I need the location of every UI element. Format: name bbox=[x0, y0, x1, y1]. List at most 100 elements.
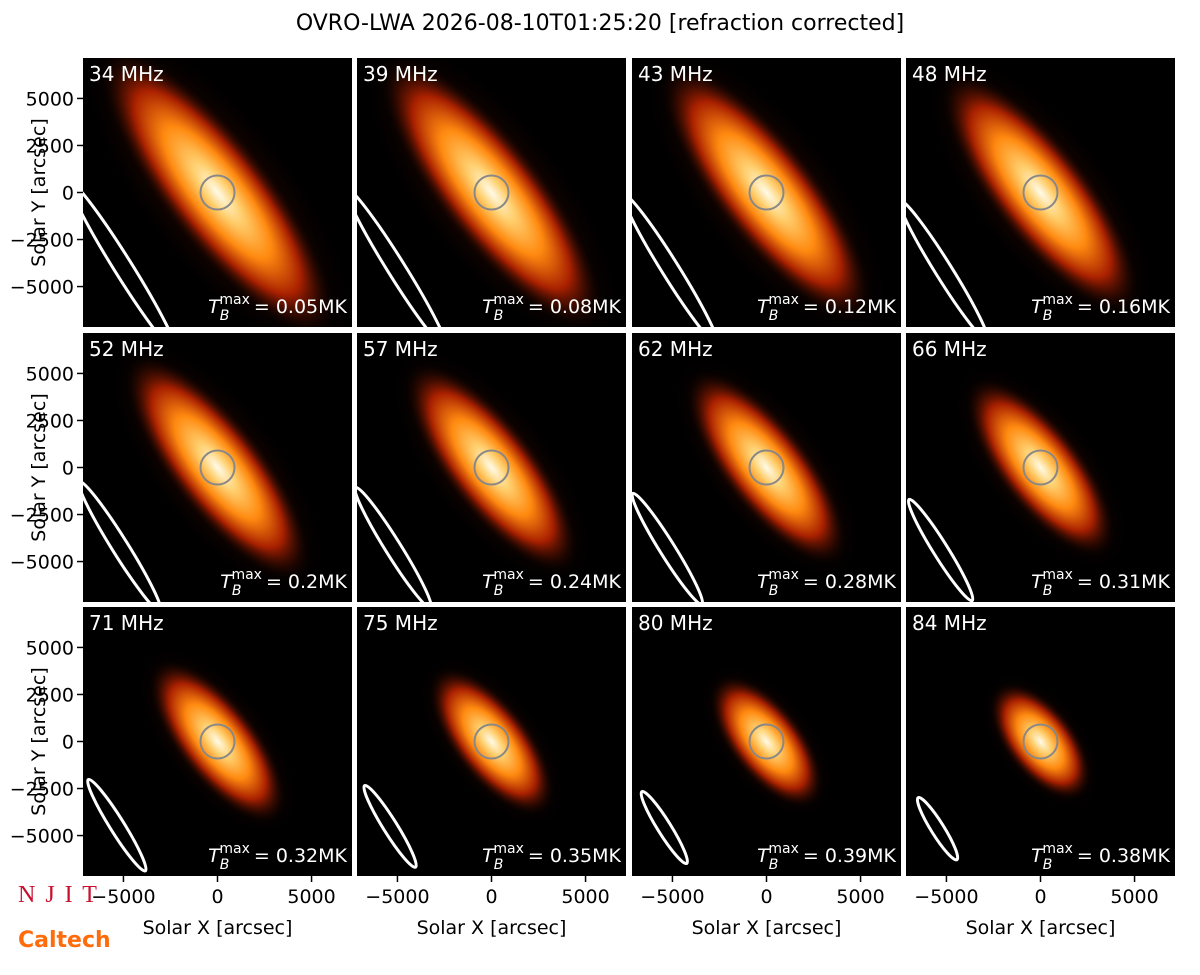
image-panel bbox=[906, 58, 1175, 327]
solar-disk bbox=[1022, 723, 1059, 760]
tb-sub: B bbox=[494, 308, 504, 324]
y-tick-label: 5000 bbox=[26, 88, 74, 110]
emission bbox=[709, 674, 824, 809]
x-axis-label: Solar X [arcsec] bbox=[417, 917, 567, 939]
tb-value: = 0.16MK bbox=[1077, 296, 1171, 318]
image-panel bbox=[357, 607, 626, 876]
y-tick-label: 5000 bbox=[26, 637, 74, 659]
tb-annotation: TBmax = 0.05MK bbox=[208, 292, 347, 324]
tb-symbol: T bbox=[757, 296, 770, 318]
tb-sub: B bbox=[220, 308, 230, 324]
tb-sub: B bbox=[1043, 583, 1053, 599]
tb-symbol: T bbox=[482, 296, 495, 318]
x-tick-label: −5000 bbox=[365, 886, 429, 908]
tb-sub: B bbox=[1043, 857, 1053, 873]
tb-sup: max bbox=[768, 292, 799, 308]
image-panel bbox=[906, 333, 1175, 602]
beam bbox=[915, 796, 960, 862]
emission bbox=[403, 361, 580, 574]
solar-disk bbox=[199, 449, 236, 486]
tb-sub: B bbox=[1043, 308, 1053, 324]
tb-sub: B bbox=[232, 583, 242, 599]
y-tick-label: −2500 bbox=[10, 230, 74, 252]
panel-title: 48 MHz bbox=[912, 62, 987, 86]
tb-sup: max bbox=[768, 567, 799, 583]
tb-sub: B bbox=[494, 857, 504, 873]
y-axis-label: Solar Y [arcsec] bbox=[28, 667, 50, 815]
tb-sup: max bbox=[493, 841, 524, 857]
emission bbox=[123, 353, 312, 582]
y-tick-label: −5000 bbox=[10, 552, 74, 574]
y-axis-label: Solar Y [arcsec] bbox=[28, 118, 50, 266]
x-tick-label: −5000 bbox=[914, 886, 978, 908]
y-tick-label: −5000 bbox=[10, 826, 74, 848]
image-panel bbox=[357, 58, 626, 327]
tb-symbol: T bbox=[757, 571, 770, 593]
tb-symbol: T bbox=[220, 571, 233, 593]
tb-sup: max bbox=[219, 292, 250, 308]
panel-title: 66 MHz bbox=[912, 337, 987, 361]
tb-annotation: TBmax = 0.16MK bbox=[1031, 292, 1170, 324]
tb-sub: B bbox=[494, 583, 504, 599]
x-tick-label: −5000 bbox=[91, 886, 155, 908]
tb-annotation: TBmax = 0.2MK bbox=[220, 567, 347, 599]
y-tick-label: −2500 bbox=[10, 505, 74, 527]
panel-title: 39 MHz bbox=[363, 62, 438, 86]
tb-symbol: T bbox=[482, 571, 495, 593]
panel-title: 57 MHz bbox=[363, 337, 438, 361]
beam bbox=[83, 180, 179, 327]
beam bbox=[83, 479, 163, 602]
y-tick-label: 5000 bbox=[26, 363, 74, 385]
tb-sup: max bbox=[493, 567, 524, 583]
tb-annotation: TBmax = 0.24MK bbox=[482, 567, 621, 599]
y-tick-label: 2500 bbox=[26, 410, 74, 432]
tb-annotation: TBmax = 0.08MK bbox=[482, 292, 621, 324]
emission bbox=[98, 58, 337, 327]
panel-title: 62 MHz bbox=[638, 337, 713, 361]
tb-annotation: TBmax = 0.31MK bbox=[1031, 567, 1170, 599]
x-axis-label: Solar X [arcsec] bbox=[692, 917, 842, 939]
image-panel bbox=[83, 58, 352, 327]
emission bbox=[965, 377, 1116, 558]
tb-symbol: T bbox=[208, 296, 221, 318]
emission bbox=[660, 62, 873, 323]
x-tick-label: 5000 bbox=[1110, 886, 1158, 908]
emission bbox=[940, 70, 1141, 315]
solar-disk bbox=[748, 723, 785, 760]
image-panel bbox=[632, 607, 901, 876]
solar-disk bbox=[748, 174, 785, 211]
x-tick-label: 5000 bbox=[561, 886, 609, 908]
tb-annotation: TBmax = 0.35MK bbox=[482, 841, 621, 873]
solar-disk bbox=[748, 449, 785, 486]
tb-value: = 0.39MK bbox=[803, 845, 897, 867]
x-tick-label: 5000 bbox=[836, 886, 884, 908]
y-tick-label: 2500 bbox=[26, 684, 74, 706]
solar-disk bbox=[1022, 174, 1059, 211]
solar-disk bbox=[1022, 449, 1059, 486]
y-tick-label: 2500 bbox=[26, 135, 74, 157]
image-panel bbox=[632, 58, 901, 327]
tb-value: = 0.35MK bbox=[528, 845, 622, 867]
caltech-logo: Caltech bbox=[18, 928, 111, 953]
x-tick-label: 0 bbox=[1034, 886, 1046, 908]
tb-annotation: TBmax = 0.38MK bbox=[1031, 841, 1170, 873]
tb-annotation: TBmax = 0.39MK bbox=[757, 841, 896, 873]
tb-sup: max bbox=[1042, 567, 1073, 583]
solar-disk bbox=[199, 174, 236, 211]
x-axis-label: Solar X [arcsec] bbox=[143, 917, 293, 939]
tb-sup: max bbox=[1042, 841, 1073, 857]
tb-sup: max bbox=[768, 841, 799, 857]
tb-symbol: T bbox=[1031, 571, 1044, 593]
tb-value: = 0.31MK bbox=[1077, 571, 1171, 593]
panel-title: 84 MHz bbox=[912, 611, 987, 635]
image-panel bbox=[357, 333, 626, 602]
tb-symbol: T bbox=[1031, 845, 1044, 867]
y-tick-label: −2500 bbox=[10, 779, 74, 801]
emission bbox=[684, 369, 849, 566]
image-panel bbox=[906, 607, 1175, 876]
tb-sub: B bbox=[220, 857, 230, 873]
y-axis-label: Solar Y [arcsec] bbox=[28, 393, 50, 541]
beam bbox=[357, 186, 449, 327]
beam bbox=[362, 783, 418, 869]
